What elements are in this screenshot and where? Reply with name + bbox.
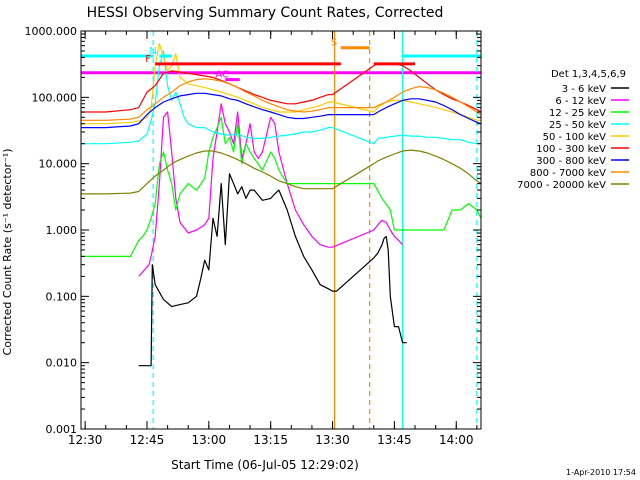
flag-label-n: N xyxy=(149,46,156,57)
series-line-7000-20000-kev xyxy=(81,149,481,195)
y-tick-label: 10.000 xyxy=(39,158,78,171)
legend-label-50-100-kev: 50 - 100 keV xyxy=(543,132,607,143)
legend-label-3-6-kev: 3 - 6 keV xyxy=(562,84,606,95)
y-tick-label: 0.010 xyxy=(46,357,78,370)
series-line-3-6-kev xyxy=(138,173,407,367)
legend-label-7000-20000-kev: 7000 - 20000 keV xyxy=(517,180,606,191)
series-line-12-25-kev xyxy=(81,116,481,257)
series-line-800-7000-kev xyxy=(81,78,481,121)
x-tick-label: 14:00 xyxy=(439,433,474,447)
x-tick-label: 13:30 xyxy=(315,433,350,447)
x-tick-label: 12:30 xyxy=(68,433,103,447)
footer-timestamp: 1-Apr-2010 17:54 xyxy=(566,468,636,477)
flag-label-ac: AC xyxy=(215,70,229,81)
x-tick-label: 13:45 xyxy=(377,433,412,447)
x-tick-label: 12:45 xyxy=(130,433,165,447)
y-tick-label: 0.001 xyxy=(46,423,78,436)
x-axis-label: Start Time (06-Jul-05 12:29:02) xyxy=(171,458,359,472)
legend-label-12-25-kev: 12 - 25 keV xyxy=(549,108,606,119)
legend-label-6-12-kev: 6 - 12 keV xyxy=(555,96,606,107)
legend-label-300-800-kev: 300 - 800 keV xyxy=(536,156,606,167)
x-tick-label: 13:00 xyxy=(192,433,227,447)
chart-title: HESSI Observing Summary Count Rates, Cor… xyxy=(87,5,444,21)
y-tick-label: 1000.000 xyxy=(25,25,78,38)
series-group xyxy=(81,42,481,367)
flag-label-s: S xyxy=(331,38,337,49)
series-line-100-300-kev xyxy=(81,63,481,113)
legend-label-800-7000-kev: 800 - 7000 keV xyxy=(530,168,606,179)
flag-label-f: F xyxy=(145,54,151,65)
x-tick-label: 13:15 xyxy=(253,433,288,447)
y-tick-label: 0.100 xyxy=(46,290,78,303)
series-line-300-800-kev xyxy=(81,92,481,129)
legend-title: Det 1,3,4,5,6,9 xyxy=(551,69,626,80)
legend-label-25-50-kev: 25 - 50 keV xyxy=(549,120,606,131)
y-axis-label: Corrected Count Rate (s⁻¹ detector⁻¹) xyxy=(1,149,14,356)
y-tick-label: 1.000 xyxy=(46,224,78,237)
plot-area: FN AC S 1000.000 100.000 10.000 1.000 0.100 0.01… xyxy=(25,25,482,447)
y-tick-label: 100.000 xyxy=(32,91,78,104)
series-line-50-100-kev xyxy=(81,42,481,125)
legend-label-100-300-kev: 100 - 300 keV xyxy=(536,144,606,155)
